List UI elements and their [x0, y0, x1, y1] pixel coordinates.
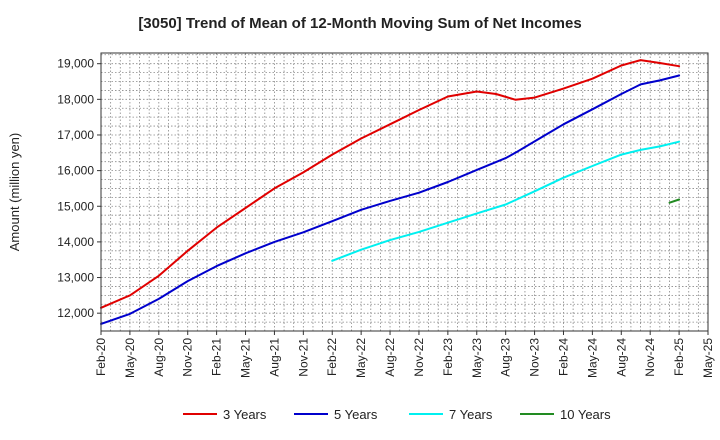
x-tick-label: May-25 — [701, 338, 715, 378]
x-axis-ticks: Feb-20 May-20 Aug-20 Nov-20 Feb-21 May-21 Aug-… — [94, 331, 715, 378]
series-line-7-years — [331, 140, 681, 262]
x-tick-label: Aug-24 — [614, 338, 628, 377]
series-line-5-years — [100, 74, 681, 325]
y-axis-label: Amount (million yen) — [7, 133, 22, 252]
y-tick-label: 13,000 — [57, 271, 94, 285]
x-tick-label: May-24 — [585, 338, 599, 378]
series-line-3-years — [100, 59, 681, 309]
y-tick-label: 14,000 — [57, 235, 94, 249]
y-axis-ticks: 12,000 13,000 14,000 15,000 16,000 17,000 18,0… — [57, 57, 101, 320]
grid — [100, 53, 709, 332]
chart-title: [3050] Trend of Mean of 12-Month Moving … — [138, 15, 581, 32]
x-tick-label: May-21 — [239, 338, 253, 378]
x-tick-label: Aug-22 — [383, 338, 397, 377]
x-tick-label: Nov-24 — [643, 338, 657, 377]
x-tick-label: May-20 — [123, 338, 137, 378]
series-layer — [100, 59, 681, 325]
legend-label-10-years: 10 Years — [560, 407, 611, 422]
x-tick-label: Feb-21 — [210, 338, 224, 376]
x-tick-label: Feb-24 — [556, 338, 570, 376]
x-tick-label: Aug-23 — [499, 338, 513, 377]
legend-label-3-years: 3 Years — [223, 407, 267, 422]
x-tick-label: Feb-23 — [441, 338, 455, 376]
x-tick-label: Nov-21 — [296, 338, 310, 377]
series-line-10-years — [668, 198, 681, 204]
x-tick-label: Feb-22 — [325, 338, 339, 376]
plot-frame — [100, 52, 709, 332]
legend: 3 Years 5 Years 7 Years 10 Years — [183, 407, 611, 422]
y-tick-label: 18,000 — [57, 92, 94, 106]
x-tick-label: May-22 — [354, 338, 368, 378]
x-tick-label: May-23 — [470, 338, 484, 378]
legend-label-5-years: 5 Years — [334, 407, 378, 422]
y-tick-label: 16,000 — [57, 164, 94, 178]
x-tick-label: Feb-25 — [672, 338, 686, 376]
x-tick-label: Nov-20 — [181, 338, 195, 377]
x-tick-label: Feb-20 — [94, 338, 108, 376]
x-tick-label: Nov-23 — [528, 338, 542, 377]
y-tick-label: 17,000 — [57, 128, 94, 142]
x-tick-label: Aug-20 — [152, 338, 166, 377]
x-tick-label: Aug-21 — [267, 338, 281, 377]
y-tick-label: 12,000 — [57, 306, 94, 320]
plot-area — [101, 53, 708, 331]
legend-label-7-years: 7 Years — [449, 407, 493, 422]
y-tick-label: 15,000 — [57, 199, 94, 213]
y-tick-label: 19,000 — [57, 57, 94, 71]
x-tick-label: Nov-22 — [412, 338, 426, 377]
